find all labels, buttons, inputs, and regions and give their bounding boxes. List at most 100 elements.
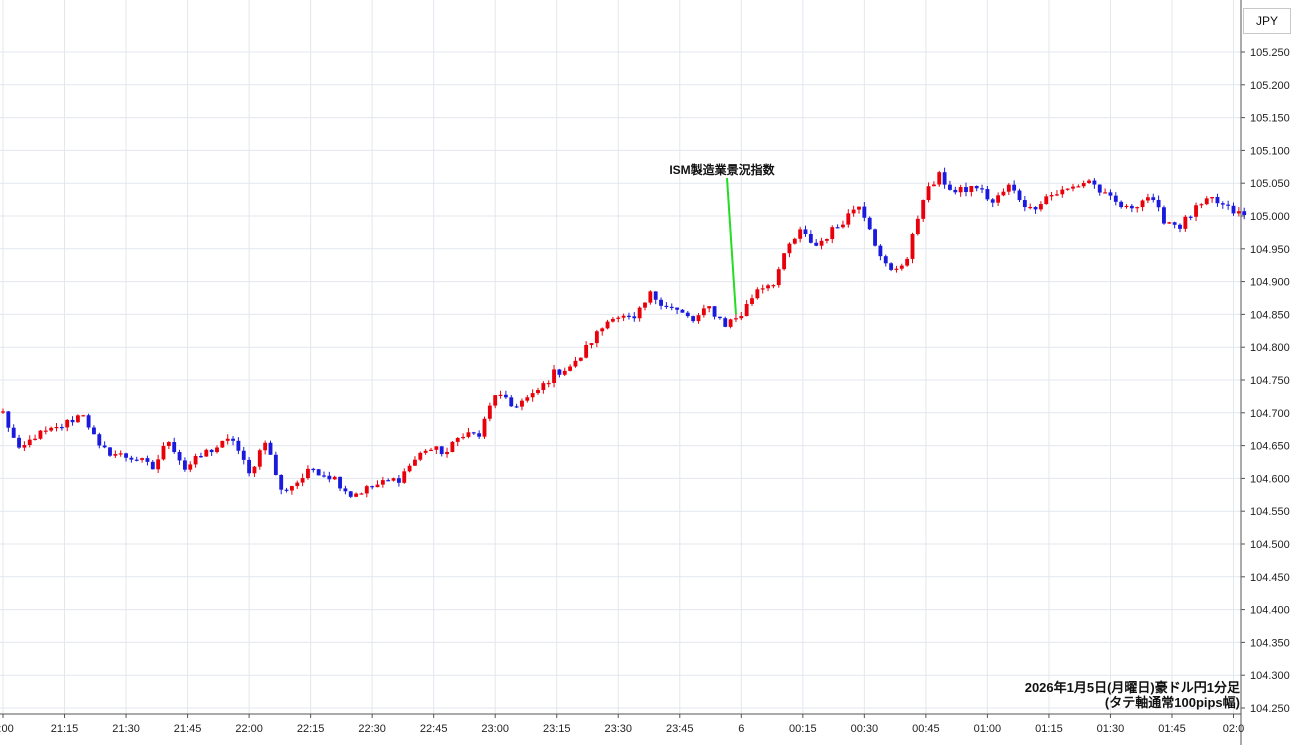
candle-body	[921, 200, 926, 219]
candle-body	[59, 427, 64, 429]
candle-body	[150, 461, 155, 470]
candle-body	[166, 442, 171, 446]
candle-body	[1049, 195, 1054, 197]
candle-body	[536, 389, 540, 394]
candle-body	[498, 394, 503, 397]
candle-body	[236, 440, 241, 451]
candle-body	[905, 258, 910, 266]
candle-body	[632, 316, 637, 319]
candle-body	[819, 240, 824, 246]
candle-body	[948, 184, 952, 190]
candle-body	[685, 312, 690, 317]
candle-body	[338, 476, 342, 489]
candle-body	[124, 453, 128, 458]
candle-body	[129, 457, 134, 460]
candle-body	[1044, 196, 1049, 205]
candle-body	[1038, 204, 1043, 210]
candle-body	[461, 436, 466, 439]
candle-body	[380, 480, 385, 485]
candle-body	[728, 319, 733, 327]
candle-body	[11, 427, 16, 438]
candle-body	[712, 306, 717, 317]
y-tick-label: 104.800	[1250, 342, 1290, 354]
candle-body	[70, 419, 75, 423]
candle-body	[1017, 190, 1022, 201]
candle-body	[92, 427, 96, 435]
candle-body	[835, 227, 840, 229]
candle-body	[621, 315, 626, 318]
candle-body	[1140, 200, 1145, 208]
candle-body	[273, 454, 278, 475]
candle-body	[1103, 192, 1108, 194]
candle-body	[771, 285, 776, 287]
candle-body	[723, 318, 728, 327]
x-tick-label: 21:45	[174, 723, 202, 735]
candle-body	[1076, 186, 1081, 188]
candle-body	[182, 460, 187, 470]
candle-body	[1006, 184, 1011, 192]
y-tick-label: 104.350	[1250, 637, 1290, 649]
candle-body	[1087, 180, 1091, 183]
candle-body	[915, 218, 920, 234]
candle-body	[937, 172, 942, 185]
candle-body	[691, 316, 696, 322]
candle-body	[867, 217, 872, 230]
candle-body	[509, 397, 514, 407]
x-tick-label: 1:00	[0, 723, 14, 735]
candle-body	[664, 305, 669, 308]
candle-body	[841, 224, 845, 228]
candle-body	[1119, 201, 1124, 208]
y-tick-label: 104.550	[1250, 506, 1290, 518]
candle-body	[1092, 180, 1097, 185]
candle-body	[931, 184, 936, 187]
x-tick-label: 01:00	[974, 723, 1002, 735]
x-tick-label: 22:45	[420, 723, 448, 735]
candle-body	[1060, 189, 1065, 195]
y-tick-label: 105.050	[1250, 178, 1290, 190]
candle-body	[637, 307, 642, 319]
candle-body	[359, 493, 364, 495]
candle-body	[669, 306, 674, 309]
candle-body	[75, 415, 80, 423]
candle-body	[803, 229, 808, 235]
candle-body	[980, 188, 984, 190]
candle-body	[889, 263, 894, 270]
candle-body	[193, 456, 198, 465]
candle-body	[161, 445, 166, 460]
candle-body	[482, 418, 487, 437]
candle-body	[439, 446, 444, 455]
x-tick-label: 6	[738, 723, 744, 735]
candle-body	[985, 189, 990, 200]
candle-body	[1, 411, 5, 413]
y-tick-label: 104.900	[1250, 277, 1290, 289]
candle-body	[610, 318, 615, 322]
candle-body	[65, 419, 70, 428]
candle-body	[1242, 211, 1247, 216]
candle-body	[471, 432, 476, 434]
candle-body	[969, 185, 974, 193]
candle-body	[311, 468, 316, 471]
price-axis: 105.250 105.200 105.150 105.100 105.050 105.0…	[1241, 47, 1290, 715]
x-tick-label: 00:45	[912, 723, 940, 735]
candle-body	[247, 459, 252, 474]
candle-body	[455, 438, 460, 442]
candle-body	[316, 469, 321, 476]
x-tick-label: 23:30	[604, 723, 632, 735]
candle-body	[878, 245, 883, 257]
candle-body	[578, 357, 583, 361]
candle-body	[594, 331, 599, 344]
candle-body	[1178, 224, 1182, 229]
candle-body	[402, 471, 407, 483]
candle-body	[1097, 184, 1102, 193]
candle-body	[396, 478, 401, 483]
gridlines	[0, 0, 1241, 714]
y-tick-label: 105.100	[1250, 145, 1290, 157]
candle-body	[172, 442, 177, 453]
candle-body	[739, 316, 744, 319]
candle-body	[1204, 198, 1209, 205]
candle-body	[284, 489, 289, 491]
x-tick-label: 00:15	[789, 723, 817, 735]
candle-body	[1220, 203, 1225, 205]
candle-body	[696, 315, 701, 322]
